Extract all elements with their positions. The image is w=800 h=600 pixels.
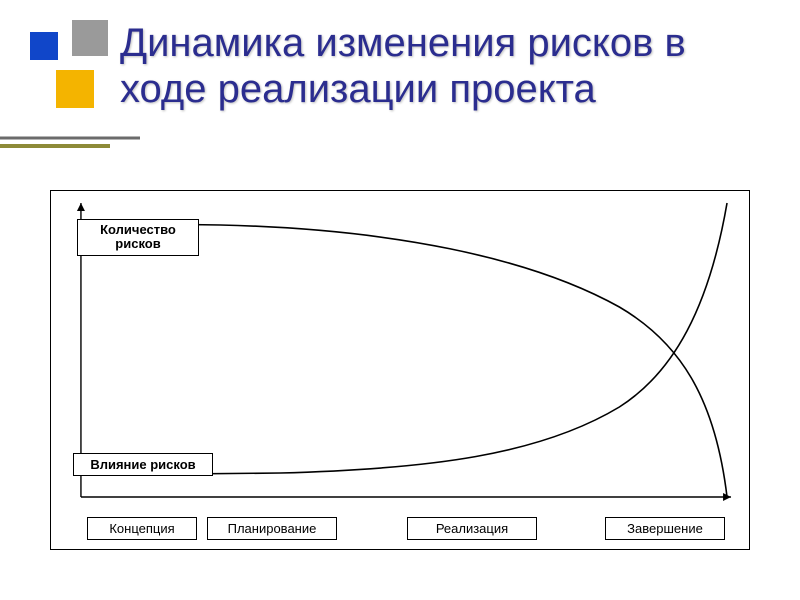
phase-concept: Концепция [87,517,197,540]
phase-completion: Завершение [605,517,725,540]
decor-yellow-square [56,70,94,108]
phase-realization: Реализация [407,517,537,540]
risk-count-label: Количество рисков [77,219,199,256]
decor-gray-square [72,20,108,56]
slide-title: Динамика изменения рисков в ходе реализа… [120,20,760,112]
y-axis-arrow [77,203,85,211]
phase-planning: Планирование [207,517,337,540]
title-decor [0,0,140,180]
phase-row: Концепция Планирование Реализация Заверш… [51,517,749,543]
chart-container: Количество рисков Влияние рисков Концепц… [50,190,750,550]
decor-blue-square [30,32,58,60]
risk-impact-label: Влияние рисков [73,453,213,476]
